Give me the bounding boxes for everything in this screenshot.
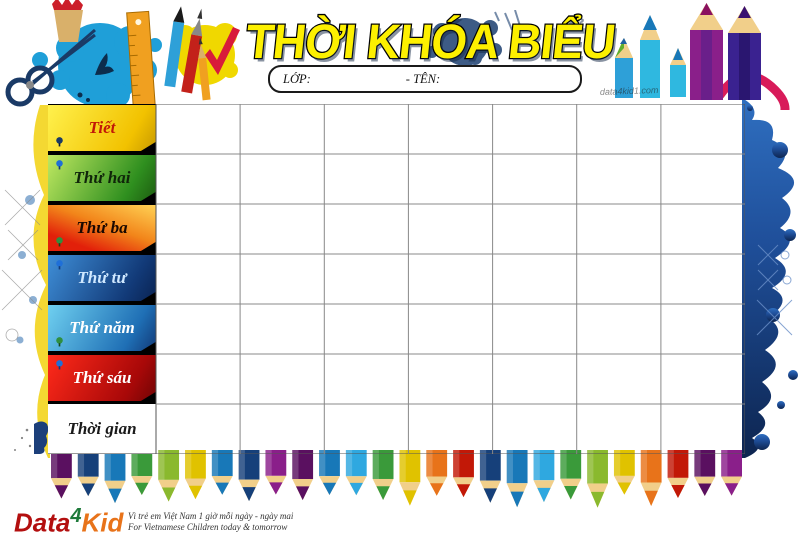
svg-text:data4kid1.com: data4kid1.com (600, 85, 659, 97)
